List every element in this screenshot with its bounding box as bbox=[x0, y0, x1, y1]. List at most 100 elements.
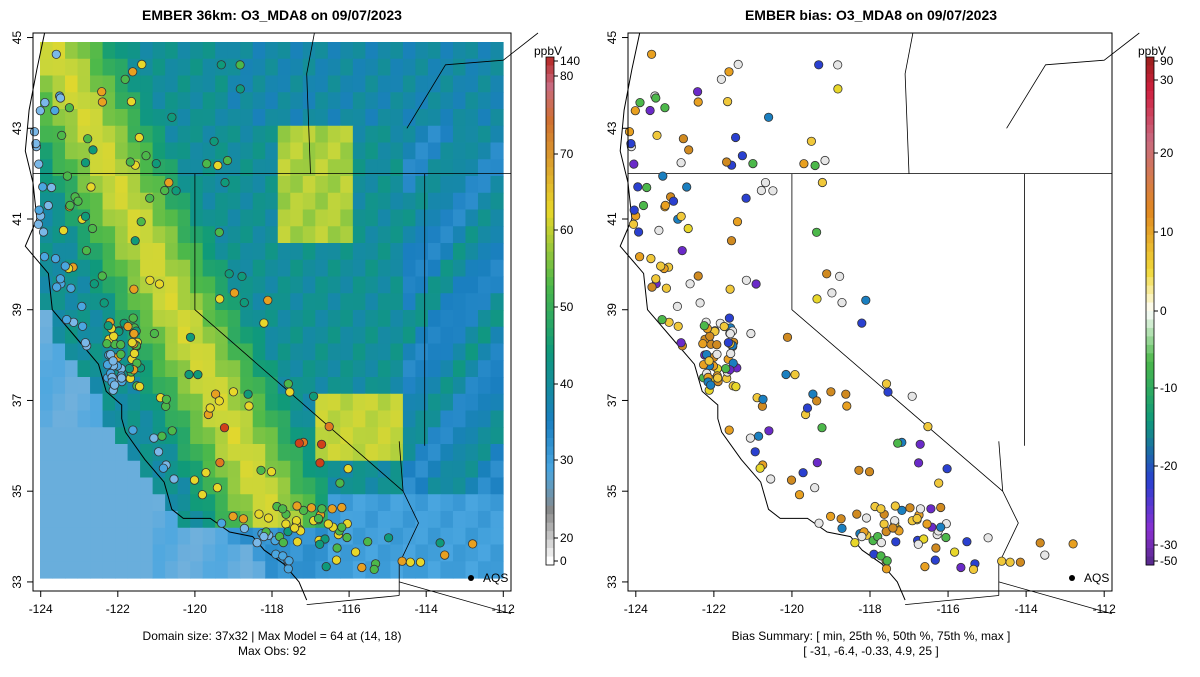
grid-cell bbox=[102, 259, 116, 278]
colorbar-segment bbox=[546, 395, 554, 405]
grid-cell bbox=[490, 58, 504, 77]
grid-cell bbox=[365, 109, 379, 127]
grid-cell bbox=[277, 310, 291, 328]
y-tick-label: 37 bbox=[10, 393, 24, 407]
grid-cell bbox=[377, 42, 391, 60]
colorbar-segment bbox=[546, 412, 554, 422]
grid-cell bbox=[352, 192, 366, 211]
obs-site-dot bbox=[337, 522, 347, 532]
grid-cell bbox=[302, 326, 316, 345]
grid-cell bbox=[415, 310, 429, 328]
grid-cell bbox=[240, 209, 254, 227]
grid-cell bbox=[390, 192, 404, 211]
grid-cell bbox=[452, 427, 467, 445]
grid-cell bbox=[490, 360, 504, 378]
grid-cell bbox=[477, 360, 492, 378]
colorbar-segment bbox=[546, 446, 554, 456]
grid-cell bbox=[440, 393, 454, 412]
grid-cell bbox=[477, 544, 492, 562]
grid-cell bbox=[340, 310, 354, 328]
obs-site-dot bbox=[66, 283, 76, 293]
grid-cell bbox=[115, 276, 129, 294]
grid-cell bbox=[452, 125, 467, 144]
grid-cell bbox=[402, 494, 416, 512]
grid-cell bbox=[227, 494, 241, 512]
grid-cell bbox=[352, 109, 366, 127]
grid-cell bbox=[127, 561, 141, 579]
colorbar-segment bbox=[1146, 302, 1154, 312]
grid-cell bbox=[402, 75, 416, 93]
grid-cell bbox=[52, 377, 66, 395]
colorbar-segment bbox=[1146, 319, 1154, 329]
colorbar-segment bbox=[1146, 217, 1154, 227]
grid-cell bbox=[340, 393, 354, 412]
bias-site-dot bbox=[724, 313, 735, 323]
grid-cell bbox=[302, 92, 316, 110]
grid-cell bbox=[327, 393, 341, 412]
colorbar-segment bbox=[546, 539, 554, 549]
grid-cell bbox=[327, 192, 341, 211]
grid-cell bbox=[277, 176, 291, 194]
colorbar-segment bbox=[1146, 412, 1154, 422]
grid-cell bbox=[377, 259, 391, 278]
bias-site-dot bbox=[722, 97, 733, 107]
bias-site-dot bbox=[837, 297, 847, 308]
grid-cell bbox=[140, 444, 154, 462]
grid-cell bbox=[377, 511, 391, 529]
grid-cell bbox=[427, 176, 442, 194]
grid-cell bbox=[452, 494, 467, 512]
obs-site-dot bbox=[209, 136, 219, 146]
grid-cell bbox=[65, 544, 79, 562]
grid-cell bbox=[65, 360, 79, 378]
bias-site-dot bbox=[633, 227, 644, 237]
grid-cell bbox=[277, 460, 291, 479]
grid-cell bbox=[252, 192, 266, 211]
grid-cell bbox=[402, 326, 416, 345]
grid-cell bbox=[227, 176, 241, 194]
grid-cell bbox=[165, 209, 179, 227]
state-boundary bbox=[306, 595, 400, 605]
grid-cell bbox=[465, 243, 479, 261]
grid-cell bbox=[440, 92, 454, 110]
grid-cell bbox=[202, 259, 216, 278]
bias-site-dot bbox=[833, 60, 843, 70]
bias-site-dot bbox=[766, 474, 776, 484]
grid-cell bbox=[327, 209, 341, 227]
grid-cell bbox=[90, 192, 104, 211]
bias-site-dot bbox=[861, 295, 871, 305]
grid-cell bbox=[140, 176, 154, 194]
obs-site-dot bbox=[335, 478, 345, 488]
grid-cell bbox=[302, 42, 316, 60]
grid-cell bbox=[227, 109, 241, 127]
grid-cell bbox=[115, 527, 129, 546]
grid-cell bbox=[40, 494, 54, 512]
grid-cell bbox=[52, 293, 66, 311]
bias-site-dot bbox=[721, 157, 732, 167]
obs-site-dot bbox=[217, 518, 227, 528]
grid-cell bbox=[52, 561, 66, 579]
grid-cell bbox=[127, 42, 141, 60]
bias-site-dot bbox=[810, 483, 820, 493]
bias-site-dot bbox=[799, 159, 809, 169]
grid-cell bbox=[427, 209, 442, 227]
obs-site-dot bbox=[239, 297, 249, 308]
colorbar-segment bbox=[1146, 311, 1154, 320]
obs-site-dot bbox=[214, 396, 224, 406]
left-outline-group bbox=[24, 32, 539, 615]
grid-cell bbox=[490, 293, 504, 311]
state-boundary bbox=[791, 173, 1003, 492]
grid-cell bbox=[40, 544, 54, 562]
y-tick-label: 39 bbox=[10, 303, 24, 317]
bias-site-dot bbox=[683, 223, 693, 234]
colorbar-segment bbox=[1146, 234, 1154, 244]
obs-site-dot bbox=[193, 369, 203, 380]
colorbar-segment bbox=[546, 65, 554, 75]
obs-site-dot bbox=[383, 533, 394, 543]
grid-cell bbox=[227, 427, 241, 445]
grid-cell bbox=[252, 75, 266, 93]
grid-cell bbox=[227, 360, 241, 378]
grid-cell bbox=[165, 360, 179, 378]
grid-cell bbox=[352, 176, 366, 194]
grid-cell bbox=[190, 142, 204, 160]
grid-cell bbox=[315, 58, 329, 77]
